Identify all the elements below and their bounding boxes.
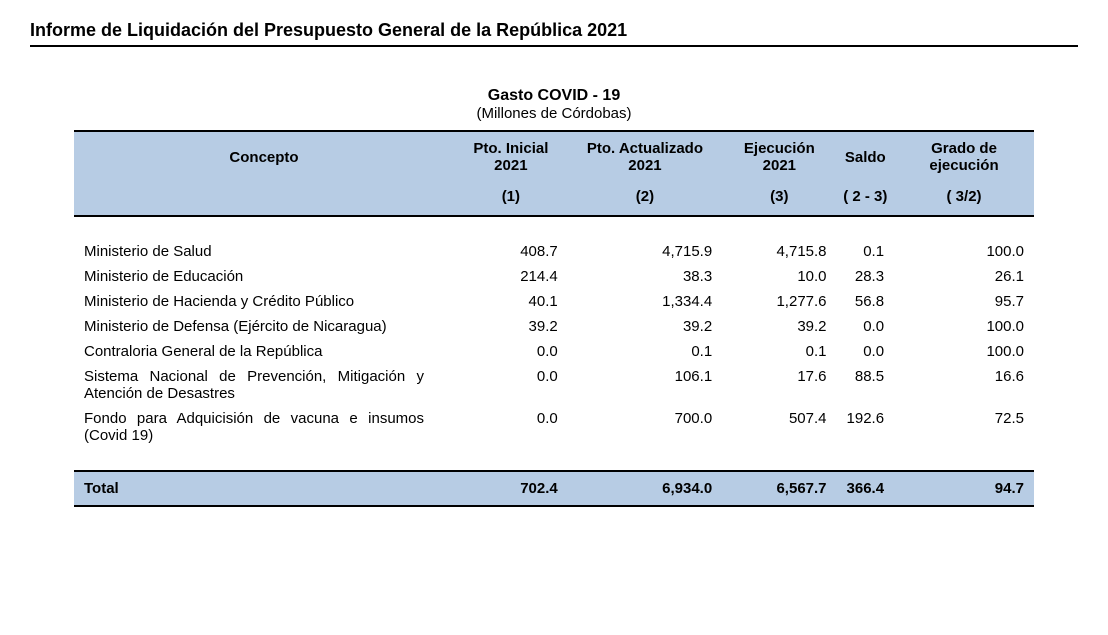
cell-v4: 56.8 [837,289,895,314]
subhdr-empty [74,182,454,216]
cell-v4: 192.6 [837,406,895,448]
cell-v1: 0.0 [454,339,568,364]
cell-v2: 106.1 [568,364,722,406]
covid-spending-table: Concepto Pto. Inicial 2021 Pto. Actualiz… [74,130,1034,507]
table-row: Contraloria General de la República 0.0 … [74,339,1034,364]
total-v2: 6,934.0 [568,471,722,506]
cell-v3: 4,715.8 [722,239,836,264]
cell-concepto: Ministerio de Defensa (Ejército de Nicar… [74,314,454,339]
cell-v1: 408.7 [454,239,568,264]
cell-v1: 0.0 [454,364,568,406]
cell-concepto: Ministerio de Salud [74,239,454,264]
subhdr-3: (3) [722,182,836,216]
cell-v3: 39.2 [722,314,836,339]
cell-v1: 40.1 [454,289,568,314]
cell-v4: 0.0 [837,314,895,339]
cell-v3: 1,277.6 [722,289,836,314]
cell-v2: 0.1 [568,339,722,364]
total-v1: 702.4 [454,471,568,506]
cell-v2: 1,334.4 [568,289,722,314]
table-container: Gasto COVID - 19 (Millones de Córdobas) … [74,87,1034,507]
subhdr-1: (1) [454,182,568,216]
spacer-row [74,448,1034,471]
cell-concepto: Ministerio de Hacienda y Crédito Público [74,289,454,314]
table-subtitle: (Millones de Córdobas) [74,105,1034,122]
cell-v3: 10.0 [722,264,836,289]
cell-v5: 16.6 [894,364,1034,406]
cell-v1: 214.4 [454,264,568,289]
document-title: Informe de Liquidación del Presupuesto G… [30,20,1078,47]
col-saldo: Saldo [837,131,895,182]
cell-v2: 39.2 [568,314,722,339]
cell-v5: 26.1 [894,264,1034,289]
table-title: Gasto COVID - 19 [74,87,1034,105]
cell-v4: 28.3 [837,264,895,289]
cell-v5: 72.5 [894,406,1034,448]
subhdr-5: ( 3/2) [894,182,1034,216]
cell-v4: 0.0 [837,339,895,364]
subhdr-2: (2) [568,182,722,216]
table-row: Fondo para Adquicisión de vacuna e insum… [74,406,1034,448]
cell-v2: 4,715.9 [568,239,722,264]
table-row: Ministerio de Salud 408.7 4,715.9 4,715.… [74,239,1034,264]
col-concepto: Concepto [74,131,454,182]
spacer-row [74,216,1034,239]
cell-v1: 39.2 [454,314,568,339]
table-subheader-row: (1) (2) (3) ( 2 - 3) ( 3/2) [74,182,1034,216]
total-v4: 366.4 [837,471,895,506]
cell-v3: 0.1 [722,339,836,364]
table-row: Ministerio de Defensa (Ejército de Nicar… [74,314,1034,339]
table-row: Ministerio de Educación 214.4 38.3 10.0 … [74,264,1034,289]
cell-v5: 100.0 [894,314,1034,339]
col-ejecucion: Ejecución 2021 [722,131,836,182]
table-row: Sistema Nacional de Prevención, Mitigaci… [74,364,1034,406]
cell-concepto: Contraloria General de la República [74,339,454,364]
table-header-row: Concepto Pto. Inicial 2021 Pto. Actualiz… [74,131,1034,182]
cell-v5: 95.7 [894,289,1034,314]
total-v3: 6,567.7 [722,471,836,506]
cell-v4: 0.1 [837,239,895,264]
col-pto-inicial: Pto. Inicial 2021 [454,131,568,182]
subhdr-4: ( 2 - 3) [837,182,895,216]
total-label: Total [74,471,454,506]
cell-v2: 38.3 [568,264,722,289]
cell-v5: 100.0 [894,339,1034,364]
cell-v3: 17.6 [722,364,836,406]
table-total-row: Total 702.4 6,934.0 6,567.7 366.4 94.7 [74,471,1034,506]
cell-v3: 507.4 [722,406,836,448]
col-grado: Grado de ejecución [894,131,1034,182]
cell-concepto: Fondo para Adquicisión de vacuna e insum… [74,406,454,448]
cell-concepto: Sistema Nacional de Prevención, Mitigaci… [74,364,454,406]
cell-concepto: Ministerio de Educación [74,264,454,289]
cell-v2: 700.0 [568,406,722,448]
col-pto-actualizado: Pto. Actualizado 2021 [568,131,722,182]
cell-v5: 100.0 [894,239,1034,264]
cell-v4: 88.5 [837,364,895,406]
table-row: Ministerio de Hacienda y Crédito Público… [74,289,1034,314]
total-v5: 94.7 [894,471,1034,506]
table-body: Ministerio de Salud 408.7 4,715.9 4,715.… [74,216,1034,506]
cell-v1: 0.0 [454,406,568,448]
